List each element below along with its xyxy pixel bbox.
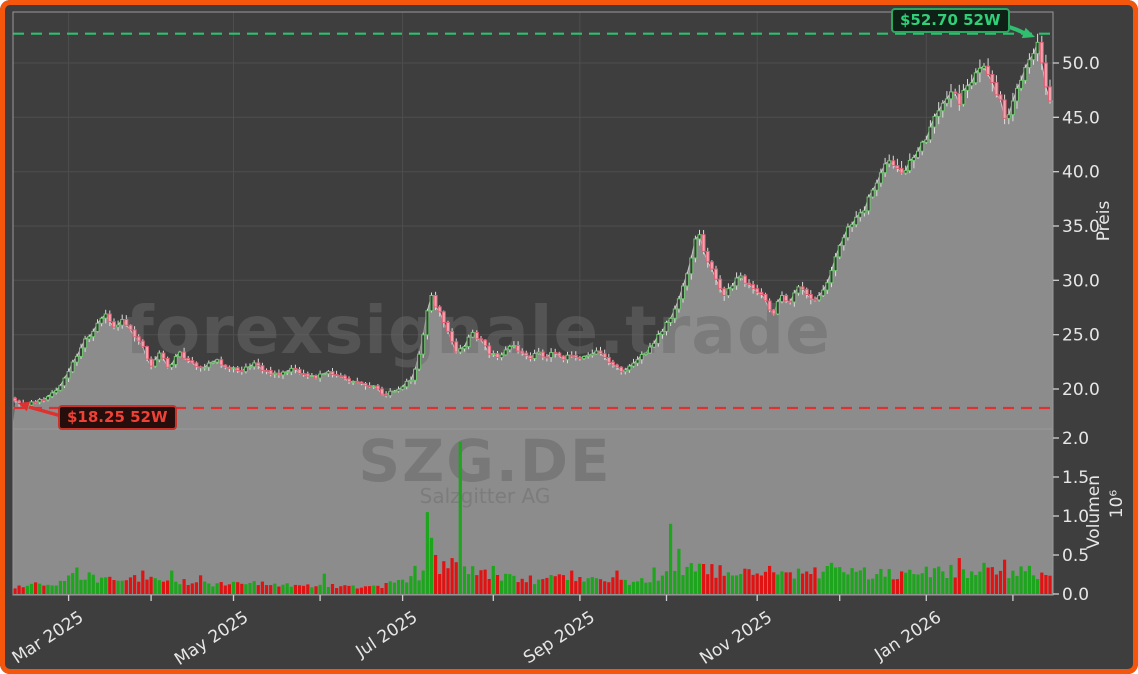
volume-tick-label: 2.0 bbox=[1062, 429, 1089, 449]
price-axis-title: Preis bbox=[1094, 200, 1114, 242]
volume-axis-exponent: 10⁶ bbox=[1107, 489, 1127, 519]
price-tick-label: 35.0 bbox=[1062, 217, 1100, 237]
volume-tick-label: 0.5 bbox=[1062, 546, 1089, 566]
price-tick-label: 50.0 bbox=[1062, 54, 1100, 74]
volume-series bbox=[13, 441, 1052, 594]
panel-backgrounds bbox=[13, 429, 1053, 595]
x-tick-label: May 2025 bbox=[171, 607, 252, 669]
volume-tick-label: 1.0 bbox=[1062, 507, 1089, 527]
brand-watermark: forexsignale.trade bbox=[125, 292, 831, 369]
volume-tick-label: 0.0 bbox=[1062, 585, 1089, 605]
x-tick-label: Jul 2025 bbox=[352, 607, 422, 662]
x-tick-label: Jan 2026 bbox=[870, 607, 945, 665]
x-tick-label: Mar 2025 bbox=[9, 607, 88, 668]
low-52w-annotation: $18.25 52W bbox=[58, 405, 177, 430]
candlestick-series bbox=[13, 33, 1052, 408]
price-tick-label: 25.0 bbox=[1062, 326, 1100, 346]
volume-axis-title: Volumen bbox=[1084, 474, 1104, 550]
price-tick-label: 40.0 bbox=[1062, 163, 1100, 183]
x-tick-label: Sep 2025 bbox=[520, 607, 599, 668]
high-low-dashed-lines bbox=[13, 32, 1053, 410]
price-tick-label: 45.0 bbox=[1062, 108, 1100, 128]
high-52w-annotation: $52.70 52W bbox=[891, 8, 1010, 33]
volume-tick-label: 1.5 bbox=[1062, 468, 1089, 488]
price-tick-label: 30.0 bbox=[1062, 271, 1100, 291]
x-tick-label: Nov 2025 bbox=[696, 607, 776, 668]
company-watermark: Salzgitter AG bbox=[420, 484, 551, 508]
symbol-watermark: SZG.DE bbox=[358, 427, 611, 495]
close-price-area-series bbox=[13, 40, 1053, 430]
price-tick-label: 20.0 bbox=[1062, 380, 1100, 400]
